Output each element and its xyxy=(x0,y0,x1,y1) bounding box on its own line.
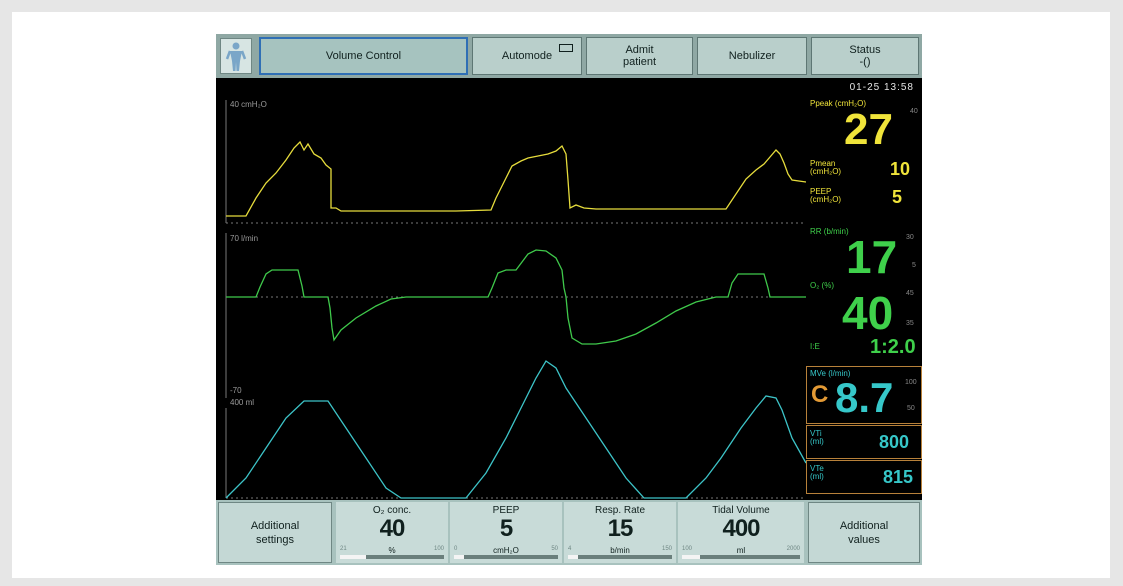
tab-label: Status -() xyxy=(849,44,881,68)
setting-range-bar xyxy=(340,555,444,559)
ppeak-label: Ppeak (cmH₂O) xyxy=(810,99,867,108)
rr-label: RR (b/min) xyxy=(810,227,849,236)
setting-value: 15 xyxy=(607,515,634,542)
pmean-label: Pmean (cmH₂O) xyxy=(810,159,842,176)
additional-settings-label: Additional settings xyxy=(250,519,300,546)
volume-scale-label: 400 ml xyxy=(230,398,255,407)
clock-display: 01-25 13:58 xyxy=(849,82,914,93)
peep-value: 5 xyxy=(892,187,903,207)
setting-min: 100 xyxy=(682,546,693,552)
setting-max: 2000 xyxy=(786,546,800,552)
tab-label: Volume Control xyxy=(325,50,402,62)
setting-range-fill xyxy=(340,555,366,559)
tab-label: Automode xyxy=(501,50,553,62)
setting-o2-conc[interactable]: O₂ conc. 40 21 % 100 xyxy=(336,502,448,563)
rr-limit-low: 5 xyxy=(912,262,916,269)
additional-values-button[interactable]: Additional values xyxy=(808,502,920,563)
setting-resp-rate[interactable]: Resp. Rate 15 4 b/min 150 xyxy=(564,502,676,563)
mve-prefix: C xyxy=(811,381,829,408)
pmean-value: 10 xyxy=(890,159,911,179)
additional-values-label: Additional values xyxy=(839,519,889,546)
tab-admit-patient[interactable]: Admit patient xyxy=(586,37,693,75)
o2-label: O₂ (%) xyxy=(810,281,834,290)
setting-name: PEEP xyxy=(492,505,520,516)
flow-negative-scale-label: -70 xyxy=(230,386,242,395)
flow-scale-label: 70 l/min xyxy=(230,234,259,243)
vti-label: VTi (ml) xyxy=(810,429,824,446)
setting-value: 5 xyxy=(499,515,513,542)
setting-max: 150 xyxy=(661,546,672,552)
tab-label: Nebulizer xyxy=(728,50,776,62)
setting-max: 100 xyxy=(433,546,444,552)
volume-waveform xyxy=(225,360,807,499)
mve-box: MVe (l/min) C 8.7 100 50 xyxy=(806,366,922,424)
o2-value: 40 xyxy=(842,287,894,339)
flow-waveform xyxy=(226,249,806,345)
setting-min: 0 xyxy=(454,546,458,552)
bottom-settings-bar: Additional settings O₂ conc. 40 21 % 100… xyxy=(216,500,922,565)
pressure-scale-label: 40 cmH₂O xyxy=(230,100,267,109)
setting-tidal-volume[interactable]: Tidal Volume 400 100 ml 2000 xyxy=(678,502,804,563)
peep-label: PEEP (cmH₂O) xyxy=(810,187,842,204)
o2-limit-high: 45 xyxy=(906,290,914,297)
tab-automode[interactable]: Automode xyxy=(472,37,582,75)
setting-name: Tidal Volume xyxy=(712,505,770,516)
rr-value: 17 xyxy=(846,231,898,283)
setting-unit: ml xyxy=(736,546,746,555)
waveform-area: 40 cmH₂O 70 l/min -70 400 ml xyxy=(216,78,807,500)
top-menu-bar: Volume Control Automode Admit patient Ne… xyxy=(216,34,922,78)
setting-range-bar xyxy=(454,555,558,559)
vte-value: 815 xyxy=(883,467,914,487)
pressure-waveform xyxy=(226,140,807,217)
mve-value: 8.7 xyxy=(835,374,894,421)
vte-label: VTe (ml) xyxy=(810,464,824,481)
tab-volume-control[interactable]: Volume Control xyxy=(259,37,468,75)
setting-range-fill xyxy=(568,555,579,559)
setting-unit: % xyxy=(388,546,396,555)
vti-value: 800 xyxy=(879,432,910,452)
ie-label: I:E xyxy=(810,342,820,351)
setting-peep[interactable]: PEEP 5 0 cmH₂O 50 xyxy=(450,502,562,563)
setting-max: 50 xyxy=(551,546,558,552)
setting-value: 400 xyxy=(722,515,760,542)
setting-name: Resp. Rate xyxy=(594,505,646,516)
setting-min: 21 xyxy=(340,546,347,552)
setting-name: O₂ conc. xyxy=(372,505,412,516)
setting-min: 4 xyxy=(568,546,572,552)
setting-range-bar xyxy=(568,555,672,559)
tab-nebulizer[interactable]: Nebulizer xyxy=(697,37,807,75)
rr-limit-high: 30 xyxy=(906,234,914,241)
mve-label: MVe (l/min) xyxy=(810,369,851,378)
vte-box: VTe (ml) 815 xyxy=(806,460,922,494)
setting-range-fill xyxy=(682,555,700,559)
waveform-svg xyxy=(225,100,807,499)
ventilator-screen: Volume Control Automode Admit patient Ne… xyxy=(216,34,922,565)
mve-limit-low: 50 xyxy=(907,405,915,412)
setting-unit: cmH₂O xyxy=(493,546,519,555)
setting-unit: b/min xyxy=(610,546,630,555)
patient-icon[interactable] xyxy=(220,38,252,74)
additional-settings-button[interactable]: Additional settings xyxy=(218,502,332,563)
ppeak-limit: 40 xyxy=(910,108,918,115)
o2-limit-low: 35 xyxy=(906,320,914,327)
setting-value: 40 xyxy=(379,515,406,542)
ppeak-value: 27 xyxy=(844,105,893,154)
setting-range-bar xyxy=(682,555,800,559)
tab-status[interactable]: Status -() xyxy=(811,37,919,75)
ie-value: 1:2.0 xyxy=(870,336,916,358)
tab-label: Admit patient xyxy=(622,44,657,68)
mve-limit-high: 100 xyxy=(905,379,917,386)
measured-values-panel: 01-25 13:58 Ppeak (cmH₂O) 27 40 Pmean (c… xyxy=(806,78,922,500)
setting-range-fill xyxy=(454,555,465,559)
vti-box: VTi (ml) 800 xyxy=(806,425,922,459)
automode-flag-icon xyxy=(559,44,573,52)
